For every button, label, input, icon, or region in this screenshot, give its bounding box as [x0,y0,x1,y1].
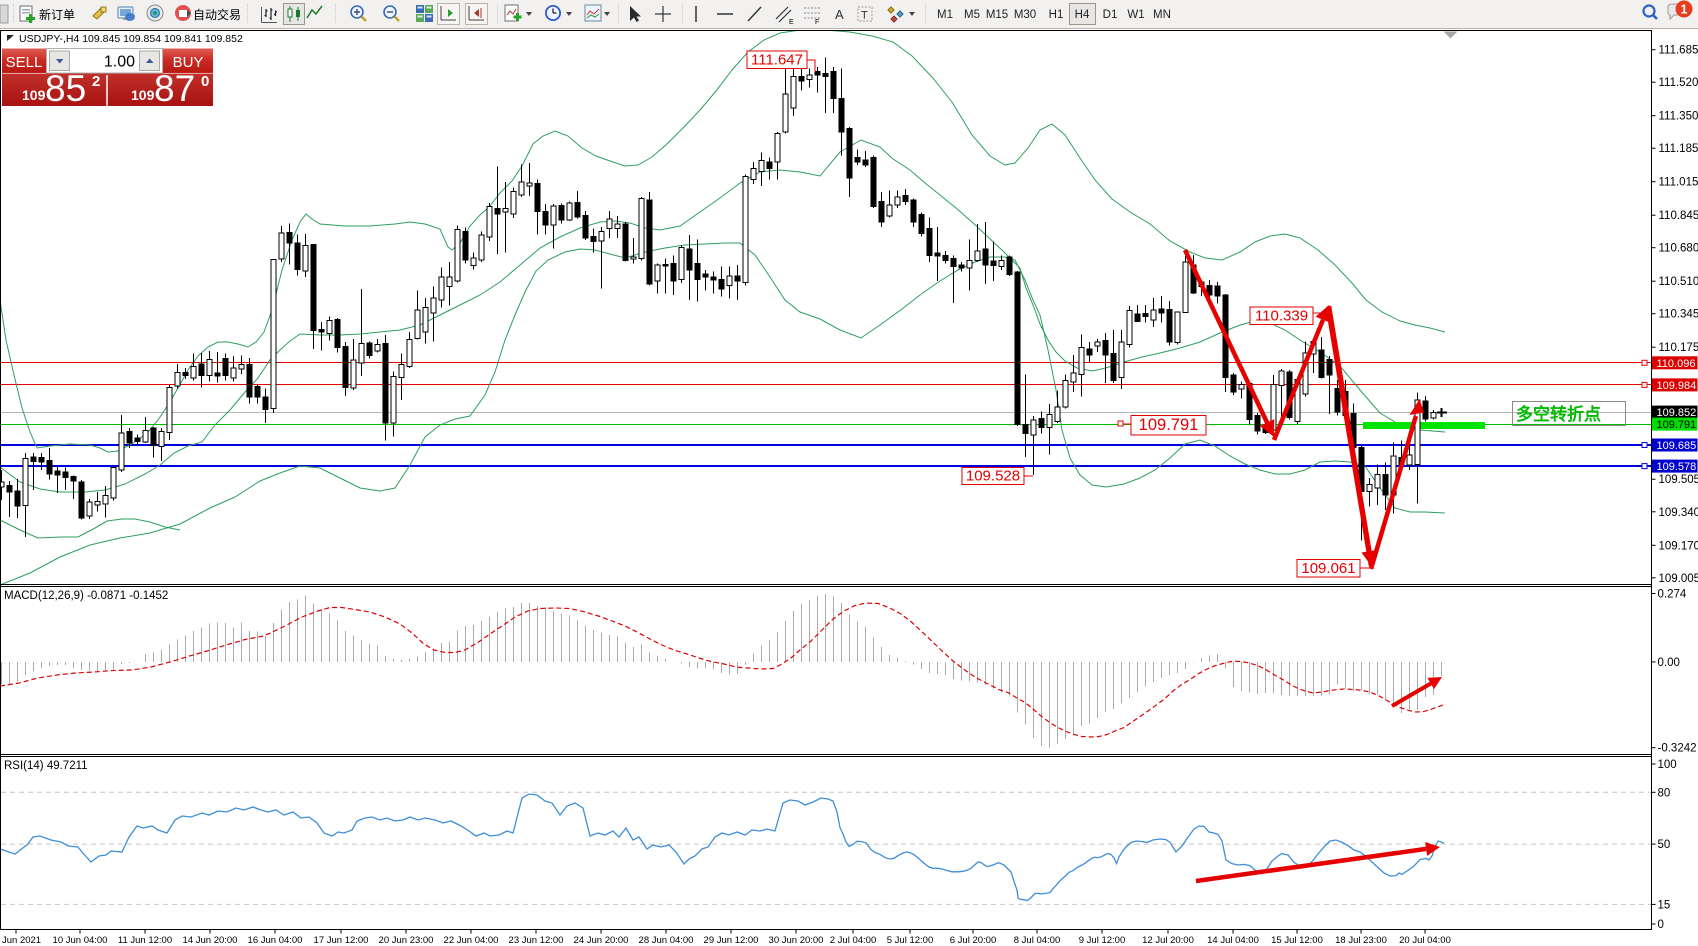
svg-text:MACD(12,26,9) -0.0871 -0.1452: MACD(12,26,9) -0.0871 -0.1452 [4,590,168,602]
svg-text:12 Jul 20:00: 12 Jul 20:00 [1142,935,1194,946]
svg-text:多空转折点: 多空转折点 [1516,404,1601,424]
svg-text:0.00: 0.00 [1658,657,1680,669]
svg-text:M30: M30 [1014,9,1036,21]
svg-text:M15: M15 [986,9,1008,21]
svg-text:D1: D1 [1103,9,1118,21]
svg-text:110.096: 110.096 [1657,358,1696,370]
svg-text:111.685: 111.685 [1659,45,1698,57]
svg-text:111.015: 111.015 [1659,177,1698,189]
svg-text:MN: MN [1153,9,1171,21]
svg-text:111.647: 111.647 [751,51,803,68]
svg-text:0.274: 0.274 [1658,589,1687,601]
svg-text:2: 2 [92,73,100,90]
svg-text:111.185: 111.185 [1659,143,1698,155]
svg-text:Jun 2021: Jun 2021 [2,935,41,946]
svg-text:111.350: 111.350 [1659,111,1698,123]
svg-text:50: 50 [1658,839,1671,851]
svg-text:29 Jun 12:00: 29 Jun 12:00 [704,935,759,946]
svg-text:109: 109 [22,87,46,103]
svg-text:8 Jul 04:00: 8 Jul 04:00 [1014,935,1060,946]
svg-text:30 Jun 20:00: 30 Jun 20:00 [769,935,824,946]
svg-text:109.170: 109.170 [1659,540,1698,552]
svg-text:100: 100 [1658,759,1677,771]
svg-text:11 Jun 12:00: 11 Jun 12:00 [118,935,172,946]
svg-text:9 Jul 12:00: 9 Jul 12:00 [1079,935,1125,946]
svg-text:E: E [789,19,794,26]
svg-text:6 Jul 20:00: 6 Jul 20:00 [950,935,996,946]
svg-text:H1: H1 [1049,9,1064,21]
svg-text:F: F [815,19,819,26]
svg-text:W1: W1 [1127,9,1144,21]
svg-text:22 Jun 04:00: 22 Jun 04:00 [444,935,499,946]
svg-text:15: 15 [1658,899,1671,911]
svg-text:自动交易: 自动交易 [193,7,241,22]
svg-text:110.510: 110.510 [1659,276,1698,288]
svg-text:16 Jun 04:00: 16 Jun 04:00 [248,935,303,946]
svg-text:109.791: 109.791 [1139,416,1199,434]
svg-text:-0.3242: -0.3242 [1658,743,1697,755]
svg-text:0: 0 [201,73,209,90]
svg-text:110.345: 110.345 [1659,309,1698,321]
svg-text:H4: H4 [1075,9,1090,21]
svg-text:20 Jun 23:00: 20 Jun 23:00 [379,935,434,946]
svg-text:28 Jun 04:00: 28 Jun 04:00 [639,935,694,946]
svg-text:109.984: 109.984 [1657,380,1697,392]
svg-text:109.528: 109.528 [966,468,1020,485]
svg-text:109.791: 109.791 [1657,419,1697,431]
svg-text:109.340: 109.340 [1659,507,1698,519]
svg-text:87: 87 [154,68,195,109]
svg-text:M1: M1 [937,9,953,21]
svg-text:24 Jun 20:00: 24 Jun 20:00 [574,935,629,946]
svg-text:109.505: 109.505 [1659,474,1698,486]
svg-text:109.005: 109.005 [1659,573,1698,585]
svg-text:110.680: 110.680 [1659,243,1698,255]
svg-text:17 Jun 12:00: 17 Jun 12:00 [314,935,369,946]
svg-text:109.061: 109.061 [1301,560,1355,577]
svg-text:111.520: 111.520 [1659,77,1698,89]
svg-text:T: T [861,10,868,22]
svg-text:新订单: 新订单 [39,7,75,22]
svg-text:14 Jul 04:00: 14 Jul 04:00 [1207,935,1259,946]
svg-text:109.852: 109.852 [1657,407,1697,419]
svg-text:1.00: 1.00 [104,54,135,71]
svg-text:109.578: 109.578 [1657,461,1697,473]
svg-text:RSI(14) 49.7211: RSI(14) 49.7211 [4,760,88,772]
svg-text:SELL: SELL [6,54,43,71]
svg-text:14 Jun 20:00: 14 Jun 20:00 [183,935,238,946]
svg-text:5 Jul 12:00: 5 Jul 12:00 [887,935,933,946]
svg-text:M5: M5 [964,9,980,21]
svg-text:10 Jun 04:00: 10 Jun 04:00 [53,935,108,946]
svg-text:20 Jul 04:00: 20 Jul 04:00 [1399,935,1451,946]
svg-text:18 Jul 23:00: 18 Jul 23:00 [1335,935,1387,946]
svg-text:109.685: 109.685 [1657,440,1697,452]
svg-text:USDJPY-,H4 109.845 109.854 10: USDJPY-,H4 109.845 109.854 109.841 109.8… [19,33,243,45]
svg-text:110.845: 110.845 [1659,210,1698,222]
svg-text:1: 1 [1681,3,1688,17]
svg-text:80: 80 [1658,787,1671,799]
svg-text:2 Jul 04:00: 2 Jul 04:00 [830,935,876,946]
svg-text:110.175: 110.175 [1659,342,1698,354]
svg-text:15 Jul 12:00: 15 Jul 12:00 [1271,935,1323,946]
svg-text:110.339: 110.339 [1255,307,1308,324]
svg-text:0: 0 [1658,919,1664,931]
svg-text:109: 109 [131,87,155,103]
svg-text:BUY: BUY [173,54,204,71]
svg-text:A: A [835,7,844,22]
svg-text:85: 85 [45,68,86,109]
svg-text:23 Jun 12:00: 23 Jun 12:00 [509,935,564,946]
